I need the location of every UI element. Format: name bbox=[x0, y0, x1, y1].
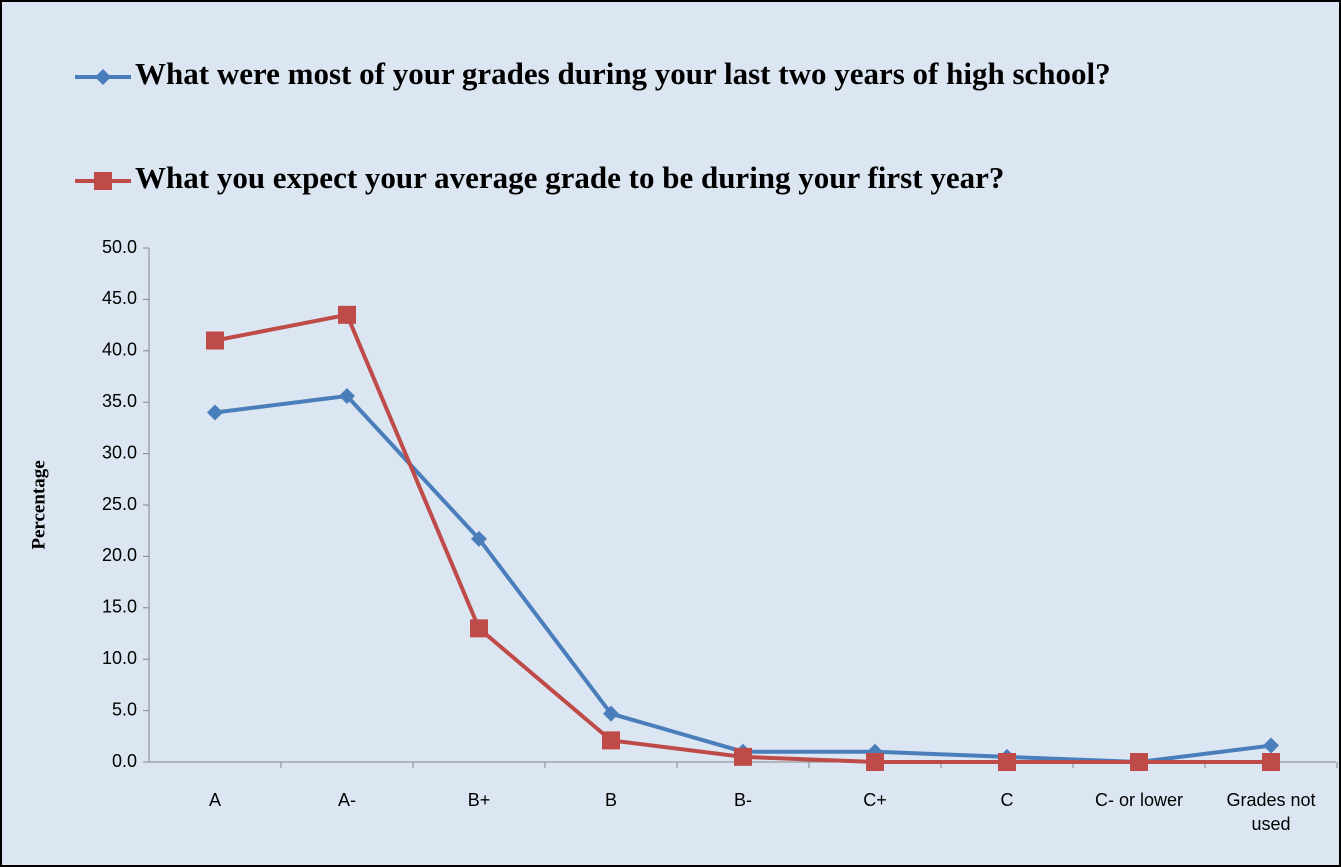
y-tick-label: 10.0 bbox=[102, 648, 137, 668]
y-tick-label: 25.0 bbox=[102, 494, 137, 514]
marker bbox=[734, 747, 752, 766]
marker bbox=[1262, 753, 1280, 771]
legend-label: What were most of your grades during you… bbox=[135, 56, 1111, 91]
x-tick-label: C- or lower bbox=[1094, 790, 1183, 810]
marker bbox=[338, 305, 356, 324]
marker bbox=[603, 705, 619, 722]
marker bbox=[866, 753, 884, 771]
x-tick-label: B- bbox=[734, 790, 752, 810]
y-tick-label: 45.0 bbox=[102, 288, 137, 308]
marker bbox=[470, 619, 488, 638]
x-tick-label: A- bbox=[338, 790, 356, 810]
x-tick-label: B+ bbox=[467, 790, 491, 810]
x-tick-label: C bbox=[1000, 790, 1014, 810]
x-tick-label: A bbox=[208, 790, 221, 810]
legend-marker bbox=[95, 69, 111, 85]
x-tick-label: C+ bbox=[863, 790, 887, 810]
marker bbox=[1130, 753, 1148, 771]
marker bbox=[998, 753, 1016, 771]
x-tick-label: Grades not used bbox=[1226, 790, 1316, 834]
y-tick-label: 50.0 bbox=[102, 237, 137, 257]
y-tick-label: 0.0 bbox=[112, 751, 137, 771]
y-tick-label: 15.0 bbox=[102, 597, 137, 617]
y-tick-label: 20.0 bbox=[102, 545, 137, 565]
y-tick-label: 30.0 bbox=[102, 442, 137, 462]
x-tick-label: B bbox=[604, 790, 617, 810]
legend-marker bbox=[94, 172, 112, 190]
y-tick-label: 35.0 bbox=[102, 391, 137, 411]
marker bbox=[471, 530, 487, 547]
y-tick-label: 5.0 bbox=[112, 699, 137, 719]
y-tick-label: 40.0 bbox=[102, 340, 137, 360]
marker bbox=[206, 331, 224, 350]
legend-label: What you expect your average grade to be… bbox=[135, 160, 1004, 195]
marker bbox=[339, 388, 355, 405]
marker bbox=[1263, 737, 1279, 754]
y-axis-label: Percentage bbox=[28, 460, 49, 549]
marker bbox=[602, 731, 620, 750]
marker bbox=[207, 404, 223, 421]
